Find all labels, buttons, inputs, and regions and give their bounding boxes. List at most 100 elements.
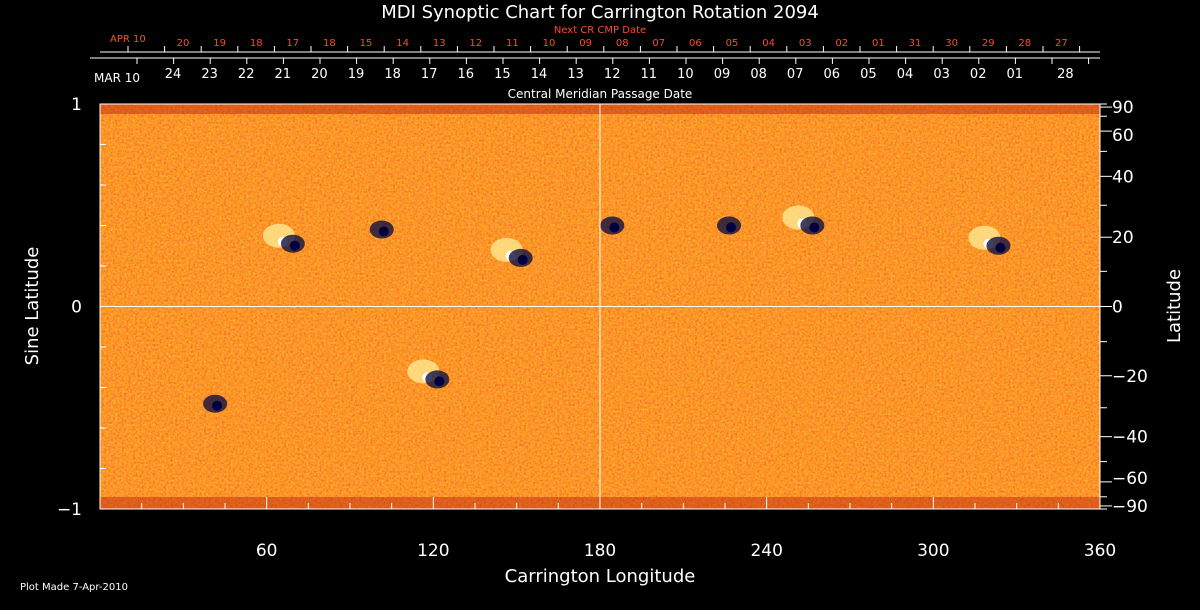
active-region [782,205,825,235]
cmp-date-label: 09 [714,67,731,82]
x-axis: 60 120 180 240 300 360 [99,497,1116,561]
active-region [968,225,1011,255]
cmp-date-label: 24 [165,67,182,82]
cmp-date-label: 05 [860,67,877,82]
next-cr-axis-label: Next CR CMP Date [554,25,646,36]
active-region [600,216,625,235]
y-right-tick-label: −60 [1112,469,1148,489]
cmp-start-label: MAR 10 [94,71,140,85]
next-date-label: 28 [1018,38,1031,49]
x-tick-label: 300 [917,541,949,561]
next-date-label: 01 [872,38,885,49]
next-date-label: 09 [579,38,592,49]
negative-core [289,240,300,251]
next-date-label: 05 [726,38,739,49]
next-date-label: 13 [433,38,446,49]
cmp-date-label: 17 [421,67,438,82]
next-date-label: 10 [543,38,556,49]
active-region [262,223,305,253]
cmp-date-label: 04 [897,67,914,82]
next-date-label: 18 [250,38,263,49]
negative-core [609,222,620,233]
x-tick-label: 120 [417,541,449,561]
active-region [407,359,450,389]
next-date-label: 17 [286,38,299,49]
y-axis-left: 1 0 −1 [57,95,112,520]
y-right-tick-label: 40 [1112,167,1134,187]
y-right-tick-label: 90 [1112,98,1134,118]
cmp-date-label: 20 [311,67,328,82]
next-date-label: 30 [945,38,958,49]
next-date-label: 20 [177,38,190,49]
cmp-date-label: 07 [787,67,804,82]
next-date-label: 08 [616,38,629,49]
active-region [717,216,741,235]
cmp-date-label: 16 [458,67,475,82]
y-axis-left-title: Sine Latitude [22,247,43,366]
next-cr-start-label: APR 10 [110,34,146,45]
next-date-label: 12 [469,38,482,49]
x-tick-label: 60 [256,541,278,561]
cmp-date-label: 12 [604,67,621,82]
active-region [203,394,228,413]
next-date-label: 07 [652,38,665,49]
next-date-label: 04 [762,38,775,49]
next-date-label: 11 [506,38,519,49]
next-date-label: 15 [360,38,373,49]
negative-core [517,254,528,265]
cmp-date-label: 19 [348,67,365,82]
y-axis-right: 90 60 40 20 0 −20 −40 −60 −90 [1100,98,1148,517]
cmp-date-label: 01 [1007,67,1024,82]
cmp-date-label: 13 [567,67,584,82]
cmp-date-label: 22 [238,67,255,82]
y-left-tick-label: 0 [71,298,82,318]
cmp-date-label: 14 [531,67,548,82]
y-right-tick-label: −40 [1112,428,1148,448]
cmp-date-label: 03 [933,67,950,82]
negative-core [212,400,223,411]
next-date-label: 18 [323,38,336,49]
negative-core [995,242,1006,253]
next-date-label: 29 [982,38,995,49]
negative-core [434,376,445,387]
y-right-tick-label: 20 [1112,228,1134,248]
negative-core [809,222,820,233]
next-date-label: 06 [689,38,702,49]
y-left-tick-label: −1 [57,500,82,520]
cmp-axis: 24 23 22 21 20 19 18 17 16 15 14 13 12 11 10 09 08 07 06 05… [90,57,1100,82]
x-tick-label: 360 [1084,541,1116,561]
next-date-label: 27 [1055,38,1068,49]
cmp-date-label: 21 [275,67,292,82]
cmp-date-label: 28 [1057,67,1074,82]
active-region [490,237,533,267]
cmp-date-label: 08 [750,67,767,82]
active-region [369,220,394,239]
next-date-label: 14 [396,38,409,49]
negative-core [378,226,389,237]
y-axis-right-title: Latitude [1164,269,1185,343]
y-right-tick-label: −90 [1112,497,1148,517]
chart-title: MDI Synoptic Chart for Carrington Rotati… [381,2,819,23]
cmp-date-label: 23 [201,67,218,82]
negative-core [726,222,736,233]
cmp-date-label: 11 [641,67,658,82]
next-date-label: 02 [835,38,848,49]
x-tick-label: 180 [584,541,616,561]
next-date-label: 31 [909,38,922,49]
cmp-date-label: 18 [384,67,401,82]
x-tick-label: 240 [750,541,782,561]
y-right-tick-label: 60 [1112,126,1134,146]
cmp-date-label: 15 [494,67,511,82]
next-date-label: 03 [799,38,812,49]
next-date-label: 19 [213,38,226,49]
next-cr-axis: 20 19 18 17 18 15 14 13 12 11 10 09 08 07 06 05 04 03 02 01… [100,38,1100,53]
cmp-date-label: 06 [824,67,841,82]
cmp-axis-label: Central Meridian Passage Date [508,87,693,101]
y-right-tick-label: −20 [1112,367,1148,387]
cmp-date-label: 02 [970,67,987,82]
plot-made-footer: Plot Made 7-Apr-2010 [20,582,128,593]
y-left-tick-label: 1 [71,95,82,115]
x-axis-title: Carrington Longitude [505,566,696,587]
y-right-tick-label: 0 [1112,298,1123,318]
